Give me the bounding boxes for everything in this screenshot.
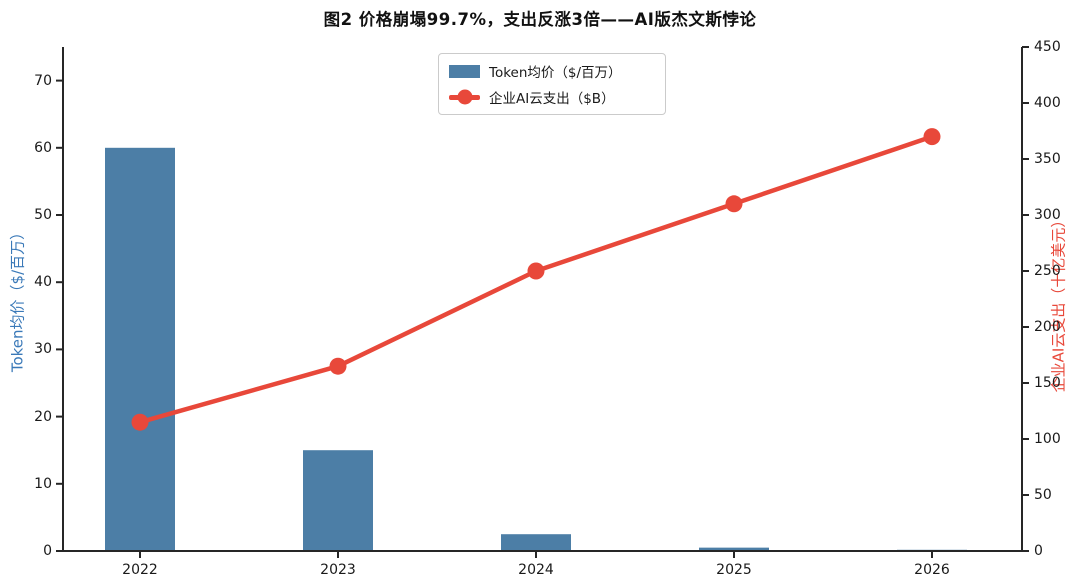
data-point-2026 (923, 128, 941, 146)
bar-2023 (303, 450, 373, 551)
bar-2022 (105, 147, 175, 552)
right-tick-label-250: 250 (1034, 263, 1061, 279)
x-tick-label-2024: 2024 (518, 562, 554, 578)
x-tick-label-2025: 2025 (716, 562, 752, 578)
left-tick-label-20: 20 (34, 408, 52, 425)
right-tick-label-200: 200 (1034, 319, 1061, 335)
legend: Token均价（$/百万） 企业AI云支出（$B） (438, 53, 666, 115)
data-point-2023 (329, 357, 347, 375)
right-tick-label-300: 300 (1034, 207, 1061, 223)
left-tick-label-10: 10 (34, 475, 52, 492)
right-axis-title: 企业AI云支出（十亿美元） (1049, 212, 1068, 393)
x-tick-label-2023: 2023 (320, 562, 356, 578)
data-point-2025 (725, 195, 743, 213)
left-tick-label-50: 50 (34, 207, 52, 223)
chart-title: 图2 价格崩塌99.7%，支出反涨3倍——AI版杰文斯悖论 (323, 10, 757, 29)
x-tick-label-2022: 2022 (122, 562, 158, 578)
bar-2025 (699, 547, 769, 551)
legend-item-cloud-spend: 企业AI云支出（$B） (449, 87, 653, 107)
right-tick-label-100: 100 (1034, 431, 1061, 447)
left-tick-label-60: 60 (34, 139, 52, 156)
left-axis-title: Token均价（$/百万） (8, 224, 27, 373)
legend-item-token-price: Token均价（$/百万） (449, 61, 653, 81)
data-point-2024 (527, 262, 545, 280)
right-tick-label-0: 0 (1034, 543, 1043, 559)
left-tick-label-40: 40 (34, 274, 52, 291)
bar-2024 (501, 534, 571, 551)
left-tick-label-70: 70 (34, 72, 52, 89)
right-tick-label-150: 150 (1034, 375, 1061, 391)
left-tick-label-0: 0 (43, 543, 52, 559)
legend-label-cloud-spend: 企业AI云支出（$B） (489, 91, 615, 107)
right-tick-label-400: 400 (1034, 95, 1061, 111)
right-tick-label-350: 350 (1034, 151, 1061, 167)
line-marker-swatch-icon (449, 89, 480, 105)
data-point-2022 (131, 413, 149, 431)
legend-label-token-price: Token均价（$/百万） (489, 65, 622, 81)
right-tick-label-50: 50 (1034, 487, 1052, 503)
x-tick-label-2026: 2026 (914, 562, 950, 578)
left-tick-label-30: 30 (34, 341, 52, 358)
bar-swatch-icon (449, 64, 480, 78)
right-tick-label-450: 450 (1034, 39, 1061, 55)
